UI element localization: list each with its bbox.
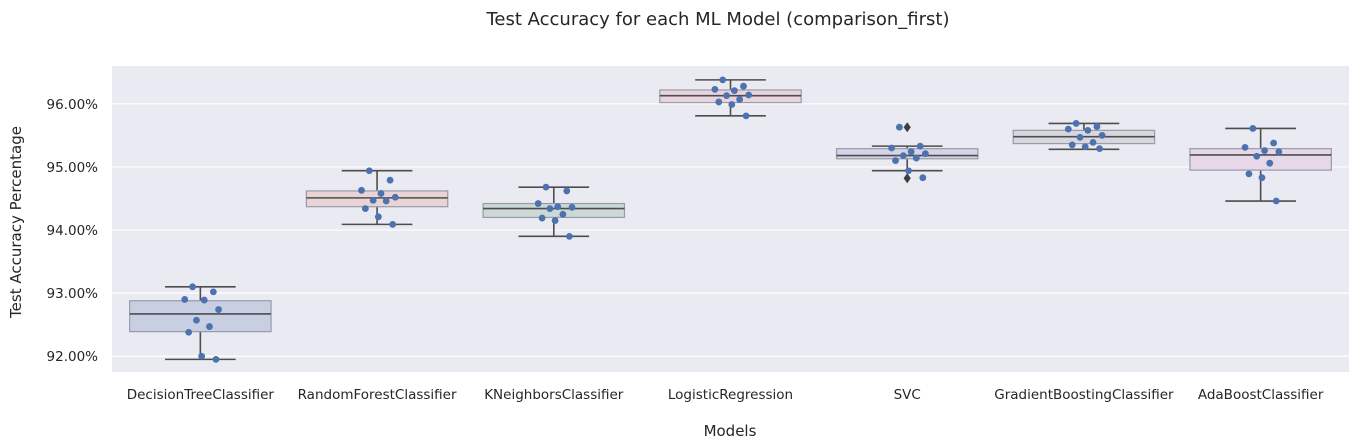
plot-area (112, 66, 1349, 372)
strip-point (1081, 143, 1089, 151)
strip-point (181, 296, 189, 303)
strip-point (715, 98, 723, 106)
grid-lines (112, 103, 1349, 357)
strip-point (1275, 148, 1283, 156)
strip-point (369, 196, 377, 204)
y-tick-label: 94.00% (47, 223, 99, 239)
y-tick-label: 96.00% (47, 97, 99, 113)
strip-point (1253, 152, 1261, 160)
strip-point (374, 213, 382, 221)
strip-point (1249, 125, 1257, 132)
strip-point (1068, 141, 1076, 149)
strip-point (723, 92, 730, 100)
x-tick-label: KNeighborsClassifier (484, 387, 624, 403)
strip-point (382, 197, 390, 205)
strip-point (568, 203, 576, 211)
strip-point (1258, 174, 1266, 182)
x-axis-label: Models (704, 422, 757, 440)
strip-point (554, 203, 562, 211)
strip-point (1064, 125, 1072, 133)
strip-point (377, 190, 385, 197)
box-series (129, 79, 1332, 361)
strip-point (1098, 132, 1106, 139)
strip-point (365, 167, 373, 175)
strip-point (546, 205, 554, 212)
strip-point (892, 157, 899, 165)
strip-point (719, 76, 727, 84)
strip-point (899, 152, 907, 159)
strip-point (189, 283, 196, 291)
y-axis-label: Test Accuracy Percentage (7, 126, 25, 319)
strip-point (905, 167, 912, 175)
strip-point (551, 217, 559, 224)
strip-point (728, 101, 736, 108)
strip-point (1261, 147, 1268, 154)
chart-title: Test Accuracy for each ML Model (compari… (485, 9, 949, 30)
strip-point (361, 205, 369, 212)
x-tick-label: DecisionTreeClassifier (127, 387, 275, 403)
strip-point (559, 210, 567, 218)
strip-point (736, 96, 743, 103)
box-iqr (129, 300, 272, 333)
y-tick-label: 92.00% (47, 349, 99, 365)
strip-point (565, 232, 573, 240)
box-iqr (305, 190, 449, 208)
y-tick-label: 95.00% (47, 160, 99, 176)
strip-point (745, 91, 753, 99)
strip-point (1266, 159, 1274, 167)
strip-point (200, 296, 208, 304)
strip-point (711, 85, 719, 93)
strip-point (534, 200, 542, 207)
strip-point (916, 142, 924, 150)
x-tick-label: GradientBoostingClassifier (994, 387, 1174, 403)
strip-point (1084, 126, 1092, 134)
strip-point (212, 355, 220, 363)
strip-point (209, 288, 217, 296)
strip-point (1272, 197, 1280, 205)
strip-point (1076, 133, 1084, 141)
x-tick-labels: DecisionTreeClassifier RandomForestClassi… (127, 387, 1324, 403)
strip-point (215, 306, 222, 313)
outlier-marker (903, 173, 911, 184)
strip-point (198, 352, 206, 360)
strip-point (922, 150, 929, 158)
box-iqr (482, 202, 626, 219)
strip-point (563, 187, 571, 195)
strip-point (389, 220, 397, 228)
x-tick-label: AdaBoostClassifier (1198, 387, 1324, 403)
strip-point (193, 316, 200, 324)
strip-point (1096, 145, 1103, 153)
box-iqr (1189, 148, 1332, 171)
strip-point (391, 193, 399, 201)
strip-point (386, 176, 394, 184)
box-iqr (835, 148, 979, 160)
outlier-marker (903, 122, 911, 133)
strip-point (896, 123, 903, 131)
strip-point (1093, 123, 1101, 130)
x-tick-label: LogisticRegression (668, 387, 793, 403)
strip-point (1072, 120, 1080, 127)
strip-point (1241, 143, 1249, 151)
strip-point (742, 112, 750, 120)
strip-point (919, 174, 927, 182)
y-tick-label: 93.00% (47, 286, 99, 302)
strip-points (181, 76, 1283, 363)
strip-point (206, 323, 213, 330)
strip-point (907, 148, 915, 156)
y-tick-labels: 92.00% 93.00% 94.00% 95.00% 96.00% (47, 97, 99, 365)
strip-point (542, 183, 550, 191)
strip-point (731, 87, 738, 95)
strip-point (185, 328, 193, 336)
strip-point (1245, 170, 1253, 178)
strip-point (912, 154, 920, 162)
strip-point (358, 186, 365, 194)
x-tick-label: RandomForestClassifier (298, 387, 457, 403)
strip-point (888, 144, 896, 152)
strip-point (1270, 139, 1278, 147)
strip-point (538, 214, 546, 222)
strip-point (740, 82, 747, 90)
x-tick-label: SVC (894, 387, 921, 403)
strip-point (1089, 138, 1097, 146)
